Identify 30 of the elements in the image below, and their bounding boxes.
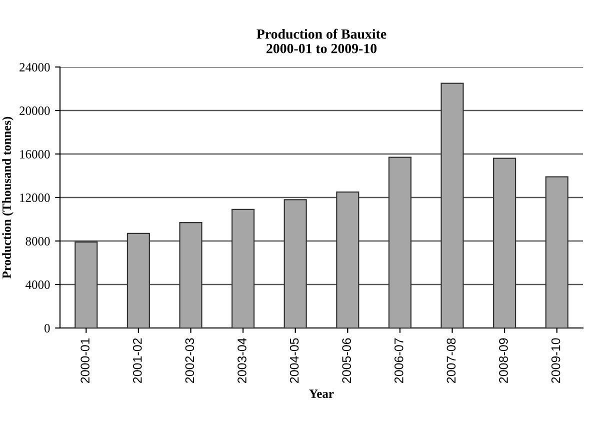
y-tick-label: 20000: [20, 106, 50, 115]
x-tick-label: 2003-04: [238, 338, 246, 383]
bar: [232, 208, 255, 328]
bar: [126, 232, 150, 328]
y-tick-label: 12000: [20, 194, 50, 202]
bar: [545, 176, 568, 328]
bar: [284, 199, 307, 328]
y-tick-label: 4000: [26, 280, 50, 289]
x-axis-title: Year: [309, 390, 334, 398]
x-tick-label: 2008-09: [499, 338, 508, 383]
chart-title: Production of Bauxite 2000-01 to 2009-10: [256, 28, 386, 54]
y-tick-label: 24000: [20, 63, 50, 72]
y-axis-title: Production (Thousand tonnes): [2, 116, 14, 278]
y-tick-label: 16000: [20, 150, 50, 158]
bar: [179, 222, 202, 328]
bar: [74, 242, 98, 328]
x-tick-label: 2006-07: [394, 338, 404, 383]
x-tick-label: 2004-05: [290, 338, 299, 383]
bar: [388, 156, 412, 328]
x-tick-label: 2001-02: [132, 338, 142, 383]
bar: [336, 192, 360, 328]
x-tick-label: 2000-01: [80, 338, 90, 383]
y-tick-label: 8000: [26, 237, 50, 246]
bar: [493, 158, 516, 328]
x-tick-label: 2009-10: [551, 338, 560, 383]
x-tick-label: 2005-06: [342, 338, 352, 383]
x-tick-label: 2002-03: [185, 338, 194, 383]
y-tick-label: 0: [44, 324, 50, 332]
bar: [440, 82, 464, 328]
x-tick-label: 2007-08: [446, 338, 456, 383]
